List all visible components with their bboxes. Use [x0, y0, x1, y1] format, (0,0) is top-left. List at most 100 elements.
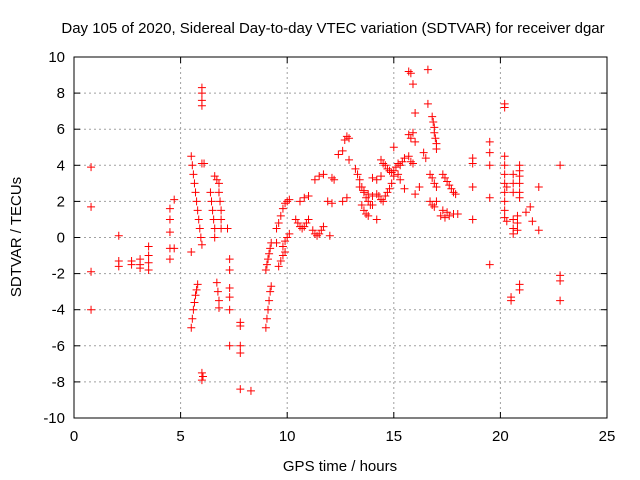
data-point	[225, 255, 234, 264]
data-point	[315, 229, 324, 238]
data-point	[534, 182, 543, 191]
data-point	[389, 143, 398, 152]
data-point	[385, 184, 394, 193]
data-point	[188, 161, 197, 170]
data-point	[513, 226, 522, 235]
data-point	[193, 206, 202, 215]
data-point	[364, 211, 373, 220]
data-point	[192, 197, 201, 206]
data-point	[302, 219, 311, 228]
data-point	[381, 161, 390, 170]
data-point	[411, 137, 420, 146]
data-point	[261, 265, 270, 274]
data-point	[214, 296, 223, 305]
data-point	[197, 376, 206, 385]
data-point	[440, 173, 449, 182]
data-point	[136, 264, 145, 273]
data-point	[114, 262, 123, 271]
data-point	[502, 217, 511, 226]
data-point	[364, 190, 373, 199]
y-tick-label: 8	[57, 85, 65, 102]
data-point	[443, 208, 452, 217]
data-point	[379, 159, 388, 168]
data-point	[468, 159, 477, 168]
data-point	[353, 170, 362, 179]
data-point	[383, 164, 392, 173]
data-point	[394, 170, 403, 179]
data-point	[236, 321, 245, 330]
data-point	[144, 258, 153, 267]
data-point	[406, 157, 415, 166]
data-point	[267, 282, 276, 291]
data-point	[194, 215, 203, 224]
data-point	[261, 323, 270, 332]
data-point	[423, 99, 432, 108]
data-point	[432, 197, 441, 206]
data-point	[438, 206, 447, 215]
data-point	[191, 291, 200, 300]
data-point	[342, 132, 351, 141]
data-point	[197, 240, 206, 249]
data-point	[165, 204, 174, 213]
data-point	[325, 231, 334, 240]
data-point	[291, 215, 300, 224]
data-point	[438, 170, 447, 179]
data-point	[359, 206, 368, 215]
data-point	[187, 152, 196, 161]
data-point	[274, 219, 283, 228]
data-point	[189, 305, 198, 314]
data-point	[411, 190, 420, 199]
data-point	[274, 262, 283, 271]
data-point	[216, 197, 225, 206]
y-tick-label: -4	[52, 302, 65, 319]
data-point	[368, 173, 377, 182]
data-point	[266, 287, 275, 296]
data-point	[265, 249, 274, 258]
data-point	[426, 170, 435, 179]
data-point	[278, 251, 287, 260]
data-point	[338, 146, 347, 155]
data-point	[209, 215, 218, 224]
data-point	[285, 229, 294, 238]
data-point	[400, 154, 409, 163]
data-point	[440, 213, 449, 222]
data-point	[327, 173, 336, 182]
x-tick-label: 20	[492, 428, 509, 445]
data-point	[189, 170, 198, 179]
data-point	[236, 385, 245, 394]
data-point	[225, 293, 234, 302]
data-point	[500, 188, 509, 197]
data-point	[187, 247, 196, 256]
data-point	[87, 305, 96, 314]
data-point	[453, 210, 462, 219]
data-point	[394, 159, 403, 168]
data-point	[342, 193, 351, 202]
data-point	[485, 193, 494, 202]
x-tick-label: 10	[279, 428, 296, 445]
data-point	[276, 256, 285, 265]
data-point	[379, 197, 388, 206]
data-point	[432, 145, 441, 154]
data-point	[485, 148, 494, 157]
data-point	[411, 108, 420, 117]
x-tick-label: 15	[385, 428, 402, 445]
data-point	[278, 204, 287, 213]
data-point	[214, 303, 223, 312]
data-point	[430, 179, 439, 188]
data-point	[191, 188, 200, 197]
data-point	[206, 188, 215, 197]
y-tick-label: 0	[57, 230, 65, 247]
data-point	[387, 179, 396, 188]
x-tick-label: 0	[70, 428, 78, 445]
data-point	[225, 284, 234, 293]
data-point	[485, 260, 494, 269]
data-point	[193, 280, 202, 289]
data-point	[515, 285, 524, 294]
data-point	[190, 298, 199, 307]
y-tick-label: -10	[43, 410, 65, 427]
data-point	[264, 255, 273, 264]
data-point	[500, 206, 509, 215]
data-point	[404, 130, 413, 139]
data-point	[295, 197, 304, 206]
data-point	[406, 69, 415, 78]
